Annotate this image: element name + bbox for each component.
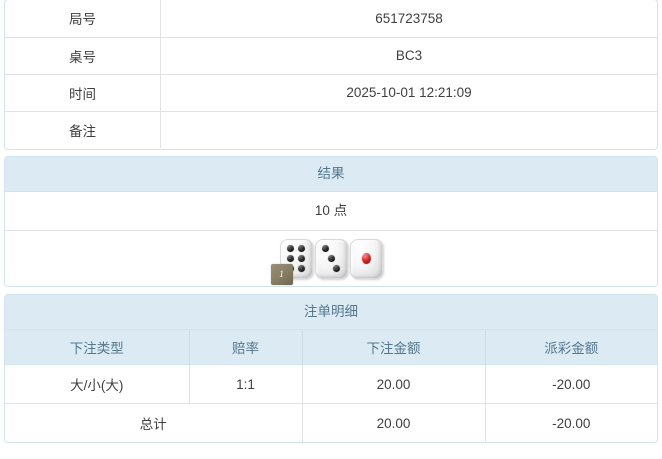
pip (287, 255, 295, 262)
result-section-header: 结果 (5, 157, 657, 192)
column-header-odds: 赔率 (188, 330, 303, 365)
table-row: 桌号 BC3 (5, 36, 657, 75)
pip (327, 255, 335, 262)
pip (297, 255, 305, 262)
cell-stake: 20.00 (301, 364, 486, 404)
info-label-remark: 备注 (5, 110, 161, 148)
die-1-value-6: 1 (270, 238, 313, 285)
cell-total-payout: -20.00 (484, 403, 657, 442)
die-badge-icon: 1 (270, 263, 293, 285)
info-label-time: 时间 (5, 73, 161, 112)
table-row: 局号 651723758 (5, 0, 657, 38)
result-panel: 结果 10 点 1 (4, 156, 658, 287)
table-row: 时间 2025-10-01 12:21:09 (5, 73, 657, 112)
pip (297, 245, 305, 252)
bet-section-header: 注单明细 (5, 295, 657, 330)
cell-total-label: 总计 (5, 403, 303, 442)
pip (287, 245, 295, 252)
bet-detail-table: 下注类型 赔率 下注金额 派彩金额 大/小(大) 1:1 20.00 -20.0… (5, 330, 657, 442)
pip (322, 245, 330, 252)
table-row: 备注 (5, 110, 657, 148)
cell-odds: 1:1 (188, 364, 303, 404)
round-info-table: 局号 651723758 桌号 BC3 时间 2025-10-01 12:21:… (5, 0, 657, 148)
pip (332, 265, 340, 272)
pip (297, 265, 305, 272)
bet-table-header-row: 下注类型 赔率 下注金额 派彩金额 (5, 330, 657, 365)
dice-display: 1 (5, 231, 657, 286)
column-header-stake: 下注金额 (301, 330, 486, 365)
cell-payout: -20.00 (484, 364, 657, 404)
bet-detail-panel: 注单明细 下注类型 赔率 下注金额 派彩金额 大/小(大) 1:1 (4, 294, 658, 443)
result-total-points: 10 点 (5, 192, 657, 231)
cell-bet-type: 大/小(大) (5, 364, 190, 404)
column-header-bet-type: 下注类型 (5, 330, 190, 365)
info-value-remark (160, 110, 657, 148)
die-2-value-3 (314, 238, 348, 279)
table-row: 大/小(大) 1:1 20.00 -20.00 (5, 364, 657, 404)
pip-red (361, 253, 371, 264)
info-label-round-number: 局号 (5, 0, 161, 38)
info-value-time: 2025-10-01 12:21:09 (160, 73, 657, 112)
die-3-value-1 (349, 238, 383, 279)
round-info-panel: 局号 651723758 桌号 BC3 时间 2025-10-01 12:21:… (4, 0, 658, 150)
info-value-table-number: BC3 (160, 36, 657, 75)
cell-total-stake: 20.00 (301, 403, 486, 442)
column-header-payout: 派彩金额 (484, 330, 657, 365)
info-label-table-number: 桌号 (5, 36, 161, 75)
table-row-total: 总计 20.00 -20.00 (5, 403, 657, 442)
info-value-round-number: 651723758 (160, 0, 657, 38)
